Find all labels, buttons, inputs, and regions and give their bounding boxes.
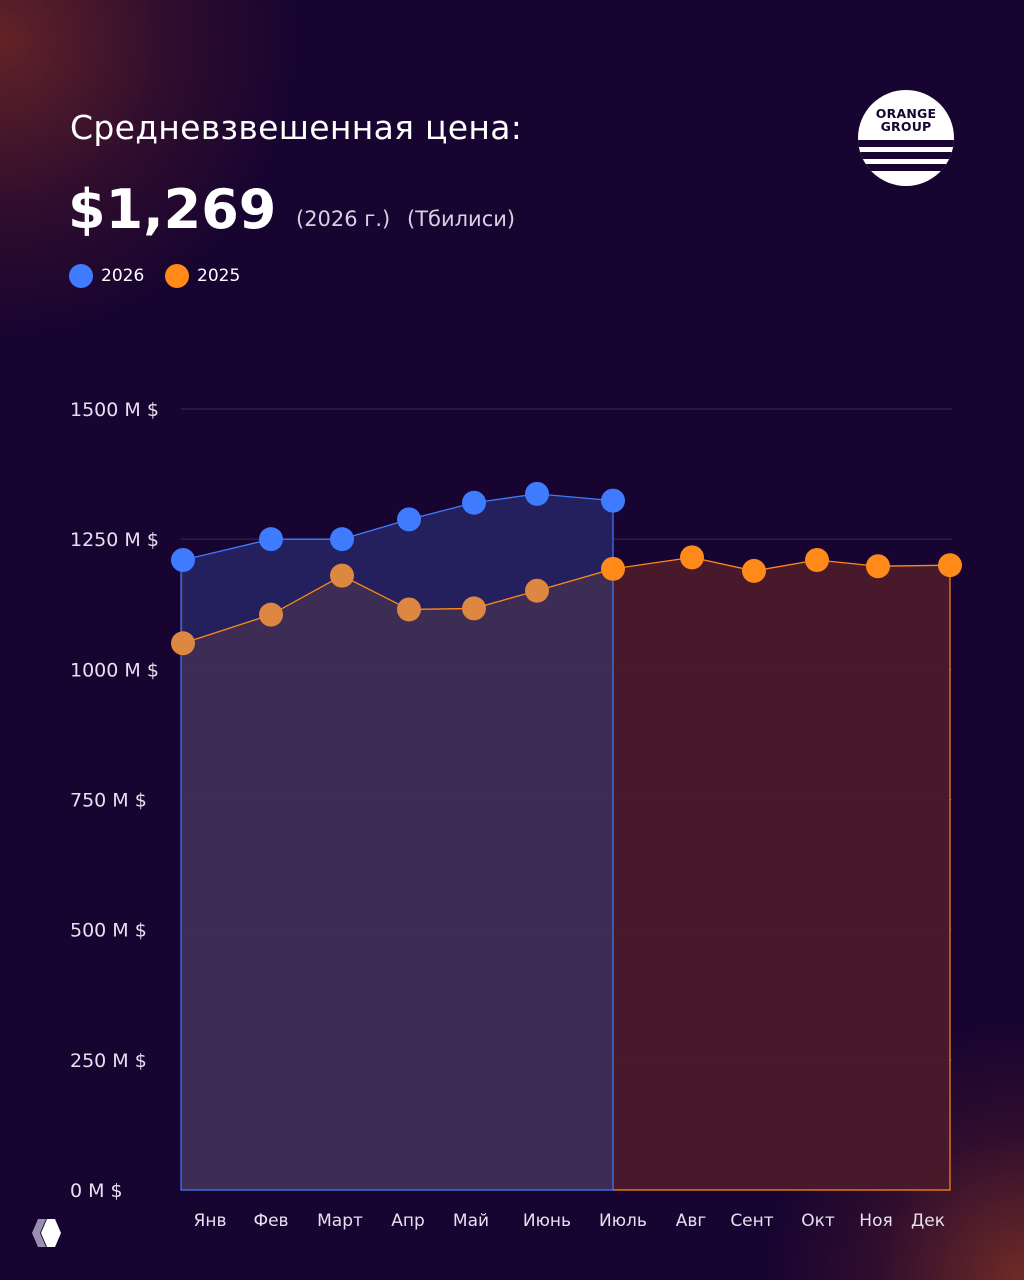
logo-stripe [858,140,954,147]
point-2026-Апр [397,507,421,532]
y-tick-label: 1250 M $ [70,529,159,551]
legend-label-2025: 2025 [197,266,241,286]
point-2025-Янв [171,631,195,656]
x-tick-label: Сент [730,1211,773,1231]
point-2025-Авг [680,545,704,570]
city-note: (Тбилиси) [407,207,516,231]
area-2025-border [613,565,951,1191]
average-price-value: $1,269 [68,178,277,241]
legend-dot-2025 [165,264,189,288]
y-tick-label: 1500 M $ [70,399,159,421]
x-tick-labels: Янв Фев Март Апр Май Июнь Июль Авг Сент Окт Ноя Дек [194,1211,945,1231]
area-2026-border [180,500,614,1191]
x-tick-label: Ноя [859,1211,892,1231]
x-tick-label: Авг [676,1211,707,1231]
point-2026-Янв [171,547,195,572]
y-tick-label: 1000 M $ [70,659,159,681]
logo-line-2: GROUP [880,119,932,134]
legend-dot-2026 [69,264,93,288]
legend-item-2026: 2026 [69,264,144,288]
y-tick-labels: 0 M $ 250 M $ 500 M $ 750 M $ 1000 M $ 1250 M… [70,399,159,1202]
year-note: (2026 г.) [296,207,391,231]
x-tick-label: Янв [194,1211,227,1231]
legend-label-2026: 2026 [101,266,145,286]
x-tick-label: Март [317,1211,363,1231]
point-2025-Дек [938,553,962,578]
area-fills [180,493,951,1191]
chart-title: Средневзвешенная цена: [70,108,523,147]
brand-mark-icon [32,1219,61,1247]
logo-stripe [858,164,954,171]
point-2025-Ноя [866,554,890,579]
x-tick-label: Июль [599,1211,647,1231]
point-2025-Июнь [525,578,549,603]
point-2026-Июль [601,488,625,513]
x-tick-label: Дек [911,1211,945,1231]
point-2025-Апр [397,597,421,622]
logo-line-1: ORANGE [875,106,937,121]
area-2025-fill [613,557,950,1190]
logo-stripe [858,152,954,159]
x-tick-label: Июнь [523,1211,571,1231]
legend-item-2025: 2025 [165,264,240,288]
y-tick-label: 500 M $ [70,920,147,942]
area-2026-fill [181,493,613,1190]
x-tick-label: Фев [253,1211,288,1231]
point-2025-Март [330,563,354,588]
point-2025-Июль [601,556,625,581]
point-2025-Окт [805,547,829,572]
data-points [171,481,962,656]
y-tick-label: 0 M $ [70,1180,123,1202]
y-tick-label: 250 M $ [70,1050,147,1072]
point-2026-Март [330,527,354,552]
y-tick-label: 750 M $ [70,790,147,812]
area-2026-band [183,493,613,644]
x-tick-label: Апр [391,1211,425,1231]
point-2026-Май [462,490,486,515]
point-2025-Фев [259,602,283,627]
x-tick-label: Май [453,1211,489,1231]
point-2026-Июнь [525,481,549,506]
point-2026-Фев [259,527,283,552]
point-2025-Май [462,596,486,621]
x-tick-label: Окт [801,1211,835,1231]
orange-group-logo: ORANGE GROUP [858,90,954,186]
point-2025-Сент [742,558,766,583]
